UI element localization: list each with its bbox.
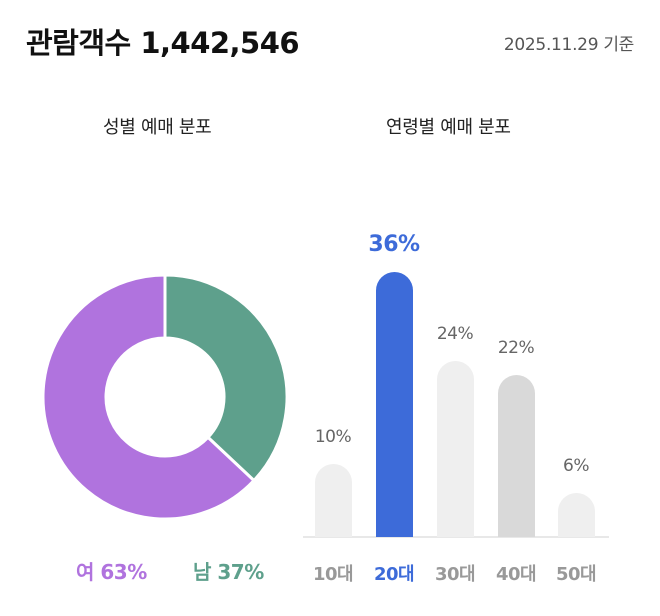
bar-40대 (497, 375, 535, 537)
bar-30대 (436, 360, 474, 537)
age-category-label: 30대 (434, 564, 476, 585)
age-category-label: 50대 (555, 564, 597, 585)
bar-50대 (557, 492, 595, 537)
gender-chart-title: 성별 예매 분포 (103, 117, 212, 138)
donut-slice-male (163, 274, 288, 483)
bar-value-label: 24% (436, 323, 474, 344)
bar-value-label: 6% (563, 455, 589, 476)
age-category-label: 40대 (495, 564, 537, 585)
bar-value-label: 22% (497, 338, 535, 359)
reference-date: 2025.11.29 기준 (503, 35, 634, 55)
legend-female: 여 63% (76, 560, 147, 584)
donut-svg (42, 274, 288, 520)
age-category-label: 20대 (373, 564, 415, 585)
age-chart-title: 연령별 예매 분포 (386, 117, 511, 138)
bar-10대 (314, 463, 352, 537)
header-title: 관람객수 1,442,546 (26, 26, 300, 60)
donut-slice-female (42, 274, 257, 520)
bar-20대 (375, 272, 413, 537)
legend-male: 남 37% (193, 560, 264, 584)
age-bar-chart: 10% 36% 24% 22% 6% (303, 220, 609, 540)
bar-value-label: 36% (368, 232, 420, 258)
gender-donut-chart (42, 274, 288, 520)
chart-baseline (303, 536, 609, 538)
bar-value-label: 10% (314, 426, 352, 447)
age-category-label: 10대 (312, 564, 354, 585)
